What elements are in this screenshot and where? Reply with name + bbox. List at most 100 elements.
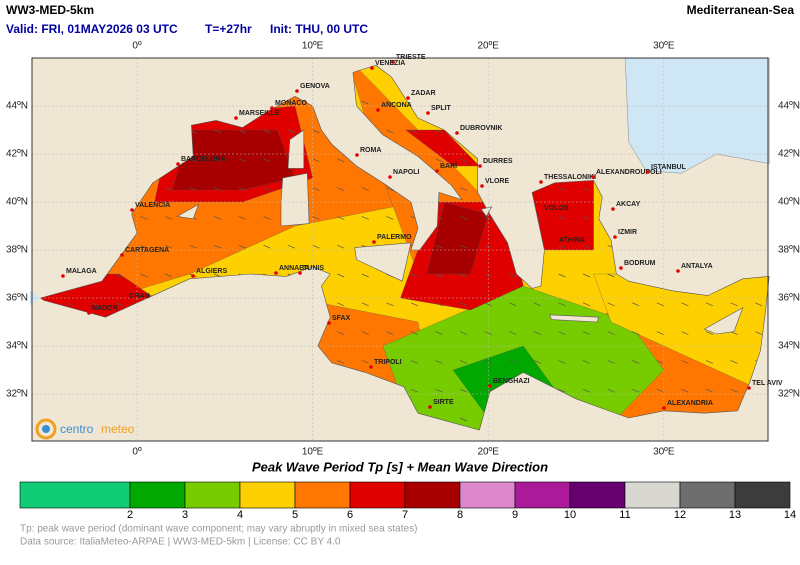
- lon-label: 0º: [132, 447, 142, 458]
- city-dot: [554, 243, 558, 247]
- island: [280, 172, 310, 227]
- logo-mark: [35, 418, 57, 440]
- logo-text: centro: [60, 422, 94, 436]
- lat-label: 32ºN: [778, 389, 800, 400]
- city-dot: [176, 162, 180, 166]
- direction-arrow: [287, 244, 296, 249]
- direction-arrow: [312, 187, 320, 191]
- city-dot: [747, 386, 751, 390]
- lat-label: 32ºN: [6, 389, 28, 400]
- colorbar-tick: 2: [127, 509, 133, 521]
- direction-arrow: [386, 302, 394, 307]
- direction-arrow: [263, 158, 271, 163]
- lon-label: 10ºE: [302, 447, 324, 458]
- direction-arrow: [730, 360, 738, 364]
- city-dot: [611, 207, 615, 211]
- colorbar-segment: [239, 481, 296, 509]
- direction-arrow: [410, 273, 419, 278]
- colorbar-tick: 6: [347, 509, 353, 521]
- city-dot: [539, 180, 543, 184]
- direction-arrow: [509, 331, 517, 335]
- direction-arrow: [238, 244, 246, 249]
- city-dot: [426, 111, 430, 115]
- direction-arrow: [435, 302, 443, 307]
- island: [354, 242, 412, 282]
- city-dot: [488, 384, 492, 388]
- direction-arrow: [754, 302, 763, 307]
- island: [703, 306, 744, 335]
- direction-arrow: [459, 187, 468, 191]
- direction-arrow: [140, 273, 148, 278]
- direction-arrow: [681, 331, 689, 335]
- lat-label: 36ºN: [778, 293, 800, 304]
- lon-label: 20ºE: [477, 41, 499, 52]
- lon-label: 30ºE: [653, 41, 675, 52]
- direction-arrow: [558, 302, 566, 307]
- direction-arrow: [263, 244, 271, 249]
- city-label: ANCONA: [381, 102, 412, 109]
- city-label: SPLIT: [431, 105, 452, 112]
- direction-arrow: [582, 331, 591, 335]
- city-label: ANTALYA: [681, 263, 713, 270]
- city-dot: [130, 208, 134, 212]
- direction-arrow: [263, 216, 271, 220]
- lat-label: 44ºN: [6, 101, 28, 112]
- direction-arrow: [164, 244, 173, 249]
- direction-arrow: [337, 360, 345, 364]
- city-label: DURRES: [483, 158, 513, 165]
- direction-arrow: [484, 360, 492, 364]
- direction-arrow: [361, 302, 369, 307]
- city-dot: [87, 311, 91, 315]
- lon-label: 10ºE: [302, 41, 324, 52]
- direction-arrow: [312, 216, 320, 220]
- colorbar-segment: [514, 481, 571, 509]
- city-dot: [234, 116, 238, 120]
- direction-arrow: [214, 244, 222, 249]
- lat-label: 40ºN: [6, 197, 28, 208]
- city-label: ORAN: [129, 293, 150, 300]
- lat-label: 42ºN: [778, 149, 800, 160]
- city-label: MALAGA: [66, 268, 97, 275]
- city-dot: [191, 274, 195, 278]
- direction-arrow: [509, 273, 517, 278]
- lon-label: 30ºE: [653, 447, 675, 458]
- direction-arrow: [607, 360, 615, 364]
- direction-arrow: [632, 388, 640, 393]
- colorbar-segment: [294, 481, 351, 509]
- lat-label: 34ºN: [6, 341, 28, 352]
- direction-arrow: [214, 216, 222, 220]
- direction-arrow: [558, 216, 566, 220]
- direction-arrow: [386, 331, 394, 335]
- city-dot: [480, 184, 484, 188]
- city-label: ZADAR: [411, 90, 436, 97]
- direction-arrow: [435, 388, 443, 393]
- direction-arrow: [263, 187, 271, 191]
- city-dot: [539, 211, 543, 215]
- direction-arrow: [681, 302, 689, 307]
- direction-arrow: [656, 302, 664, 307]
- black-sea: [624, 57, 770, 174]
- direction-arrow: [582, 302, 591, 307]
- colorbar-tick: 14: [784, 509, 796, 521]
- direction-arrow: [459, 244, 468, 249]
- city-dot: [61, 274, 65, 278]
- direction-arrow: [582, 388, 591, 393]
- direction-arrow: [533, 360, 541, 364]
- init-time: Init: THU, 00 UTC: [270, 22, 368, 36]
- colorbar-segment: [349, 481, 406, 509]
- direction-arrow: [189, 158, 197, 163]
- colorbar-tick: 10: [564, 509, 576, 521]
- direction-arrow: [582, 244, 591, 249]
- direction-arrow: [164, 187, 173, 191]
- direction-arrow: [459, 273, 468, 278]
- direction-arrow: [607, 273, 615, 278]
- direction-arrow: [582, 187, 591, 191]
- direction-arrow: [459, 158, 468, 163]
- title: WW3-MED-5km: [6, 3, 94, 17]
- city-label: TUNIS: [303, 265, 324, 272]
- city-dot: [295, 89, 299, 93]
- city-dot: [124, 299, 128, 303]
- city-dot: [406, 96, 410, 100]
- city-label: TRIPOLI: [374, 359, 402, 366]
- city-label: GENOVA: [300, 83, 330, 90]
